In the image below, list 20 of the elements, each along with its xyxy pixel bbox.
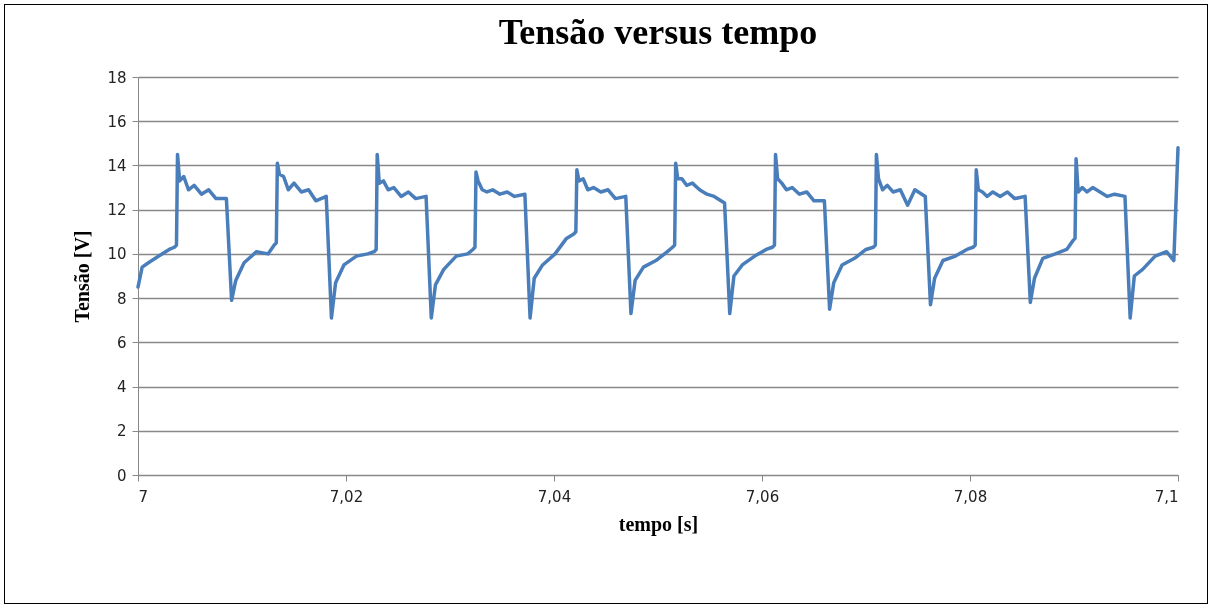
x-tick-label: 7,06 <box>745 487 780 506</box>
y-tick-label: 2 <box>116 422 127 441</box>
y-tick-label: 16 <box>107 112 127 131</box>
y-tick-label: 12 <box>107 201 127 220</box>
y-tick-label: 14 <box>107 156 127 175</box>
x-tick-label: 7,02 <box>329 487 364 506</box>
y-tick-label: 10 <box>107 245 127 264</box>
y-tick-label: 4 <box>116 378 127 397</box>
chart-title: Tensão versus tempo <box>498 12 818 52</box>
line-series <box>136 146 1180 320</box>
x-tick-label: 7 <box>138 487 149 506</box>
x-tick-label: 7,08 <box>953 487 988 506</box>
y-tick-label: 0 <box>116 466 127 485</box>
x-axis-title: tempo [s] <box>618 512 699 536</box>
x-tick-label: 7,1 <box>1154 487 1179 506</box>
y-tick-label: 6 <box>116 333 127 352</box>
x-tick-label: 7,04 <box>537 487 572 506</box>
y-axis-title: Tensão [V] <box>71 230 94 323</box>
y-tick-label: 18 <box>107 68 127 87</box>
y-tick-label: 8 <box>116 289 127 308</box>
